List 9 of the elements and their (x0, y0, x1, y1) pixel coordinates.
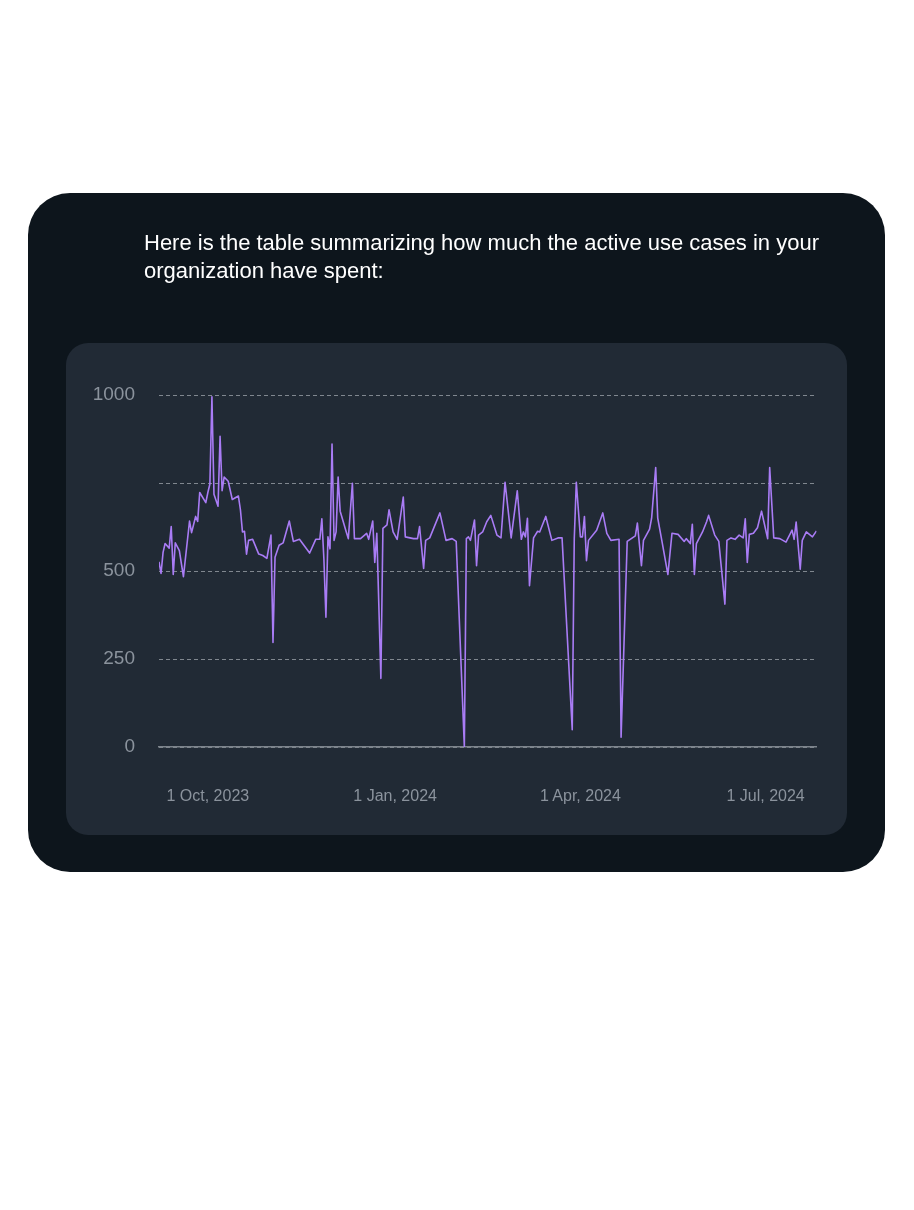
y-tick-label: 250 (103, 647, 135, 669)
y-tick-label: 500 (103, 559, 135, 581)
x-tick-label: 1 Oct, 2023 (166, 787, 250, 805)
chart-title: Here is the table summarizing how much the active use cases in your organization have spent: (144, 229, 820, 285)
x-tick-label: 1 Jan, 2024 (353, 787, 438, 805)
y-tick-label: 1000 (92, 383, 135, 405)
x-tick-label: 1 Apr, 2024 (539, 787, 621, 805)
x-tick-label: 1 Jul, 2024 (726, 787, 805, 805)
y-tick-label: 0 (124, 735, 135, 757)
